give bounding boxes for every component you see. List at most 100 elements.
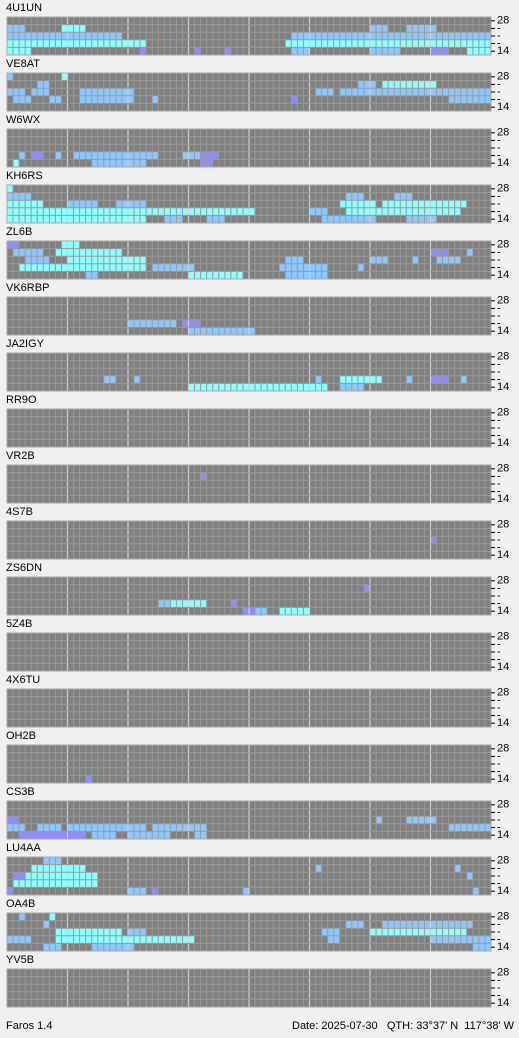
band-label: - — [497, 918, 501, 930]
beacon-name: ZL6B — [6, 226, 32, 238]
signal-cell — [182, 319, 201, 328]
band-label: 28 — [497, 351, 509, 363]
band-label: 28 — [497, 15, 509, 27]
band-label: - — [497, 94, 501, 106]
signal-cell — [454, 864, 461, 873]
beacon-name: ZS6DN — [6, 562, 42, 574]
signal-cell — [7, 88, 26, 96]
signal-cell — [345, 920, 364, 929]
band-label: 28 — [497, 127, 509, 139]
band-label: - — [497, 862, 501, 874]
band-label: - — [497, 22, 501, 34]
signal-cell — [406, 375, 413, 384]
signal-cell — [242, 887, 249, 895]
band-label: - — [497, 254, 501, 266]
band-label: - — [497, 702, 501, 714]
band-label: - — [497, 430, 501, 442]
band-label: - — [497, 710, 501, 722]
signal-cell — [67, 200, 98, 208]
signal-cell — [128, 928, 147, 936]
band-label: 28 — [497, 183, 509, 195]
signal-cell — [61, 73, 68, 81]
signal-cell — [430, 47, 449, 55]
band-label: - — [497, 534, 501, 546]
signal-cell — [472, 887, 479, 895]
signal-cell — [164, 215, 183, 223]
band-label: 14 — [497, 661, 509, 673]
signal-cell — [291, 47, 310, 55]
signal-cell — [7, 24, 26, 33]
band-label: - — [497, 478, 501, 490]
signal-cell — [31, 88, 50, 96]
band-label: - — [497, 78, 501, 90]
beacon-name: VR2B — [6, 450, 35, 462]
band-label: - — [497, 638, 501, 650]
signal-cell — [357, 80, 377, 89]
signal-cell — [13, 159, 20, 167]
band-label: - — [497, 582, 501, 594]
signal-cell — [339, 88, 491, 96]
beacon-name: RR9O — [6, 394, 37, 406]
signal-cell — [382, 80, 437, 89]
signal-cell — [200, 472, 207, 481]
signal-cell — [55, 928, 122, 936]
band-label: - — [497, 806, 501, 818]
signal-cell — [7, 39, 147, 48]
band-label: 14 — [497, 437, 509, 449]
band-label: - — [497, 38, 501, 50]
signal-cell — [7, 887, 14, 895]
signal-cell — [79, 95, 135, 104]
band-label: - — [497, 142, 501, 154]
band-label: - — [497, 654, 501, 666]
signal-cell — [79, 88, 135, 96]
band-label: - — [497, 302, 501, 314]
band-label: - — [497, 878, 501, 890]
signal-cell — [7, 32, 122, 40]
signal-cell — [19, 913, 26, 921]
signal-cell — [363, 584, 370, 593]
band-label: 14 — [497, 717, 509, 729]
signal-cell — [55, 248, 122, 257]
signal-cell — [321, 928, 340, 936]
signal-cell — [43, 920, 50, 929]
band-label: - — [497, 694, 501, 706]
band-label: 14 — [497, 941, 509, 953]
signal-cell — [19, 151, 26, 160]
signal-cell — [7, 823, 26, 832]
signal-cell — [182, 151, 201, 160]
beacon-name: W6WX — [6, 114, 41, 126]
signal-cell — [7, 185, 14, 193]
band-label: - — [497, 134, 501, 146]
band-label: 28 — [497, 799, 509, 811]
band-label: - — [497, 870, 501, 882]
signal-cell — [128, 831, 171, 839]
band-label: - — [497, 486, 501, 498]
app-version: Faros 1.4 — [6, 1020, 52, 1032]
signal-cell — [315, 864, 322, 873]
band-label: - — [497, 598, 501, 610]
date: Date: 2025-07-30 — [292, 1020, 378, 1032]
band-label: - — [497, 206, 501, 218]
signal-cell — [472, 943, 491, 951]
signal-cell — [224, 47, 231, 55]
band-label: - — [497, 366, 501, 378]
signal-cell — [67, 256, 147, 264]
signal-cell — [13, 95, 32, 104]
signal-cell — [7, 73, 14, 81]
band-label: 14 — [497, 885, 509, 897]
beacon-name: JA2IGY — [6, 338, 45, 350]
band-label: 14 — [497, 605, 509, 617]
signal-cell — [460, 375, 467, 384]
band-label: - — [497, 934, 501, 946]
signal-cell — [43, 943, 62, 951]
band-label: - — [497, 318, 501, 330]
signal-cell — [91, 943, 135, 951]
band-label: - — [497, 822, 501, 834]
band-label: - — [497, 374, 501, 386]
signal-cell — [19, 831, 86, 839]
signal-cell — [31, 864, 86, 873]
signal-cell — [315, 88, 334, 96]
signal-cell — [376, 816, 383, 824]
band-label: 28 — [497, 463, 509, 475]
beacon-name: VE8AT — [6, 58, 40, 70]
